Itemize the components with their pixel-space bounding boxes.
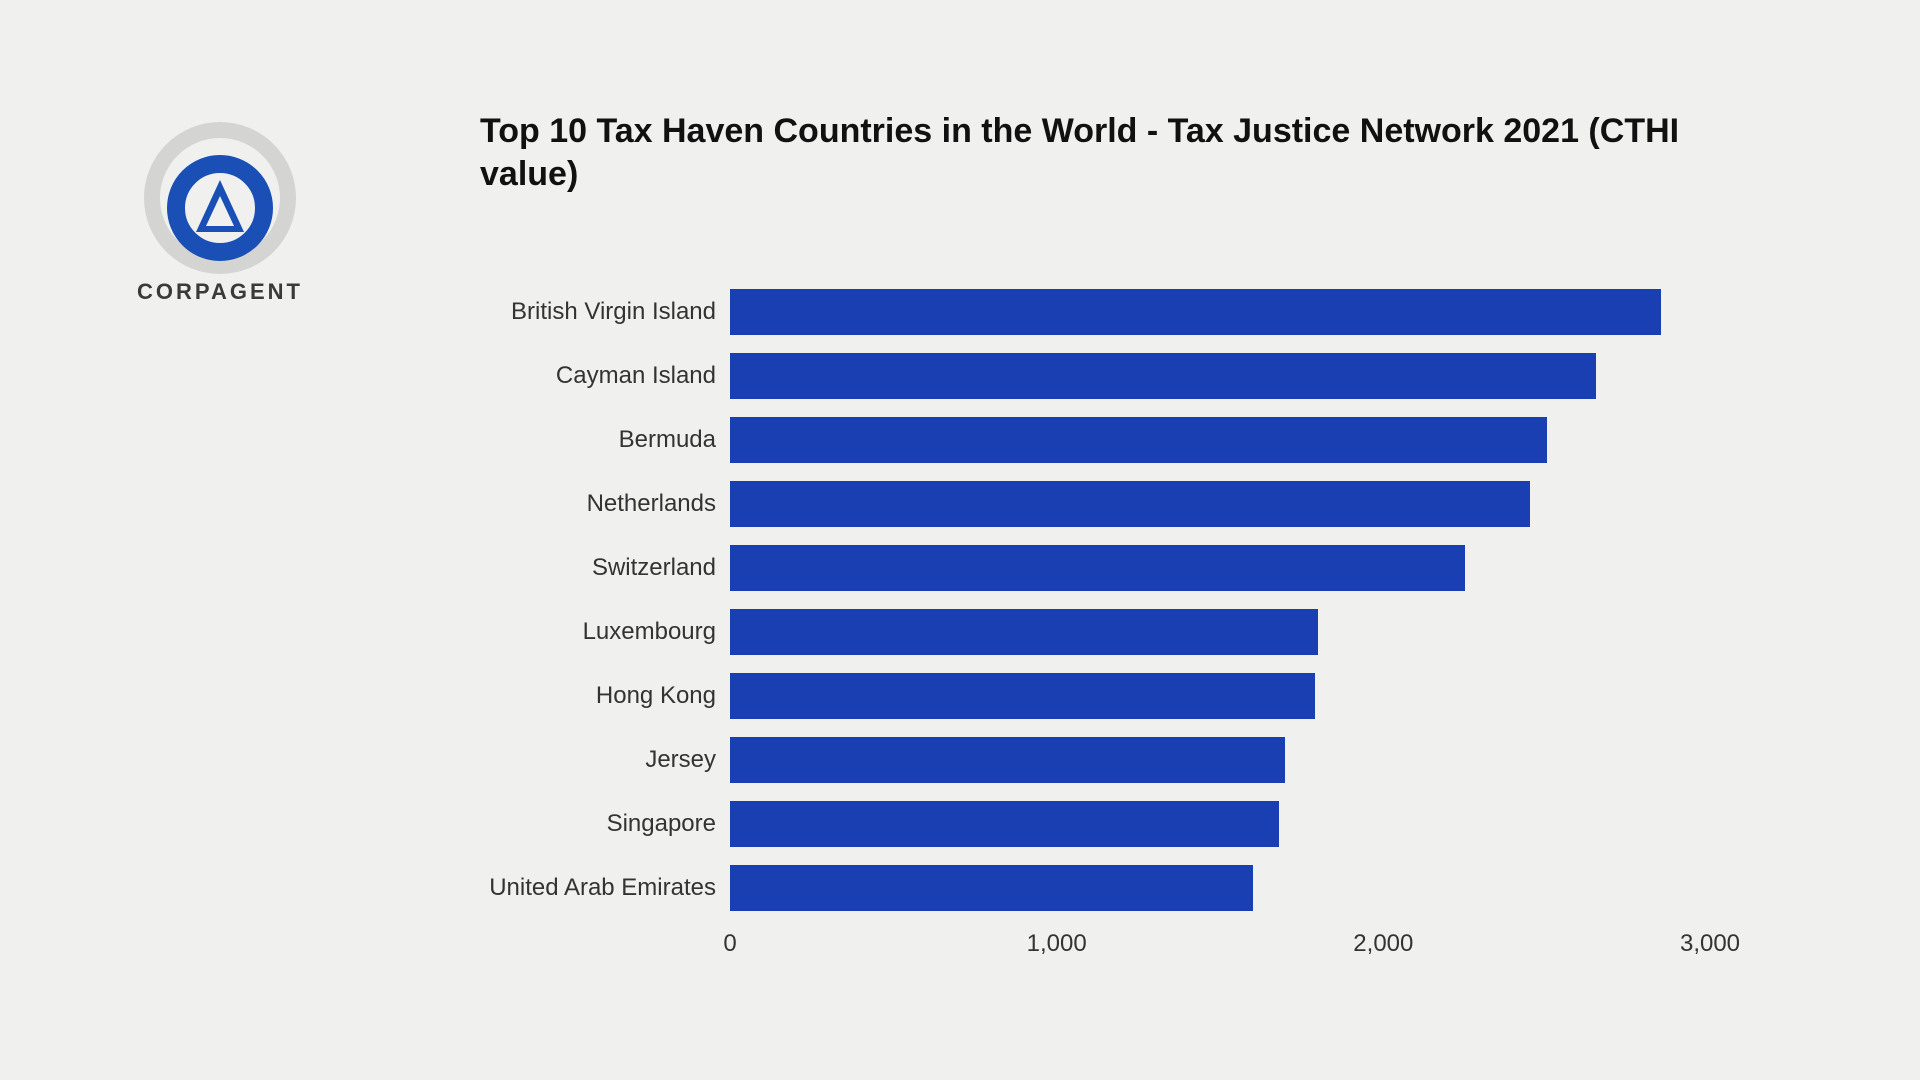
bar-row bbox=[730, 673, 1710, 719]
y-axis-label: Luxembourg bbox=[480, 600, 730, 664]
y-axis-label: Cayman Island bbox=[480, 344, 730, 408]
y-axis-label: Singapore bbox=[480, 792, 730, 856]
y-axis-label: Netherlands bbox=[480, 472, 730, 536]
bar-row bbox=[730, 737, 1710, 783]
bar-row bbox=[730, 353, 1710, 399]
bar-row bbox=[730, 865, 1710, 911]
bar-row bbox=[730, 609, 1710, 655]
plot-area bbox=[730, 280, 1710, 920]
bar-row bbox=[730, 545, 1710, 591]
y-axis-label: United Arab Emirates bbox=[480, 856, 730, 920]
y-axis-label: Bermuda bbox=[480, 408, 730, 472]
bar bbox=[730, 673, 1315, 719]
bar bbox=[730, 609, 1318, 655]
bar-row bbox=[730, 801, 1710, 847]
x-axis-tick: 0 bbox=[723, 930, 736, 958]
x-axis: 01,0002,0003,000 bbox=[730, 930, 1710, 970]
bar bbox=[730, 545, 1465, 591]
x-axis-tick: 2,000 bbox=[1353, 930, 1413, 958]
y-axis-labels: British Virgin IslandCayman IslandBermud… bbox=[480, 280, 730, 920]
y-axis-label: Hong Kong bbox=[480, 664, 730, 728]
chart-title: Top 10 Tax Haven Countries in the World … bbox=[480, 110, 1680, 195]
bar bbox=[730, 801, 1279, 847]
x-axis-tick: 1,000 bbox=[1027, 930, 1087, 958]
bar-chart: British Virgin IslandCayman IslandBermud… bbox=[480, 280, 1720, 1000]
bar bbox=[730, 865, 1253, 911]
corpagent-logo-icon bbox=[140, 120, 300, 280]
bar bbox=[730, 481, 1530, 527]
bar-row bbox=[730, 417, 1710, 463]
y-axis-label: Switzerland bbox=[480, 536, 730, 600]
bar bbox=[730, 417, 1547, 463]
x-axis-tick: 3,000 bbox=[1680, 930, 1740, 958]
brand-logo: CORPAGENT bbox=[120, 120, 320, 305]
bar bbox=[730, 353, 1596, 399]
y-axis-label: British Virgin Island bbox=[480, 280, 730, 344]
bar-row bbox=[730, 481, 1710, 527]
bar-row bbox=[730, 289, 1710, 335]
brand-name: CORPAGENT bbox=[120, 279, 320, 305]
y-axis-label: Jersey bbox=[480, 728, 730, 792]
bar bbox=[730, 289, 1661, 335]
bar bbox=[730, 737, 1285, 783]
